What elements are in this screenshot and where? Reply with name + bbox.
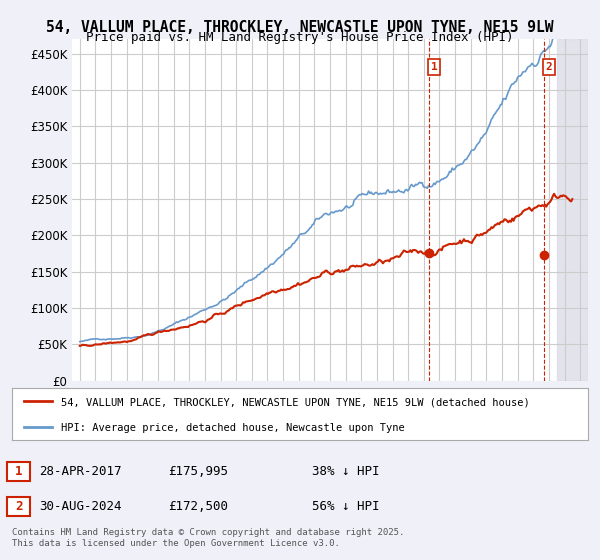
- Text: 2: 2: [545, 62, 552, 72]
- Text: 56% ↓ HPI: 56% ↓ HPI: [312, 500, 380, 514]
- Text: 54, VALLUM PLACE, THROCKLEY, NEWCASTLE UPON TYNE, NE15 9LW (detached house): 54, VALLUM PLACE, THROCKLEY, NEWCASTLE U…: [61, 398, 530, 408]
- Text: £175,995: £175,995: [168, 465, 228, 478]
- Text: 38% ↓ HPI: 38% ↓ HPI: [312, 465, 380, 478]
- Text: 28-APR-2017: 28-APR-2017: [39, 465, 121, 478]
- Text: 30-AUG-2024: 30-AUG-2024: [39, 500, 121, 514]
- Text: Price paid vs. HM Land Registry's House Price Index (HPI): Price paid vs. HM Land Registry's House …: [86, 31, 514, 44]
- Text: 2: 2: [15, 500, 22, 514]
- Bar: [557, 39, 588, 381]
- Text: 1: 1: [15, 465, 22, 478]
- Text: £172,500: £172,500: [168, 500, 228, 514]
- Text: HPI: Average price, detached house, Newcastle upon Tyne: HPI: Average price, detached house, Newc…: [61, 423, 405, 433]
- Text: Contains HM Land Registry data © Crown copyright and database right 2025.
This d: Contains HM Land Registry data © Crown c…: [12, 528, 404, 548]
- Text: 1: 1: [431, 62, 437, 72]
- Text: 54, VALLUM PLACE, THROCKLEY, NEWCASTLE UPON TYNE, NE15 9LW: 54, VALLUM PLACE, THROCKLEY, NEWCASTLE U…: [46, 20, 554, 35]
